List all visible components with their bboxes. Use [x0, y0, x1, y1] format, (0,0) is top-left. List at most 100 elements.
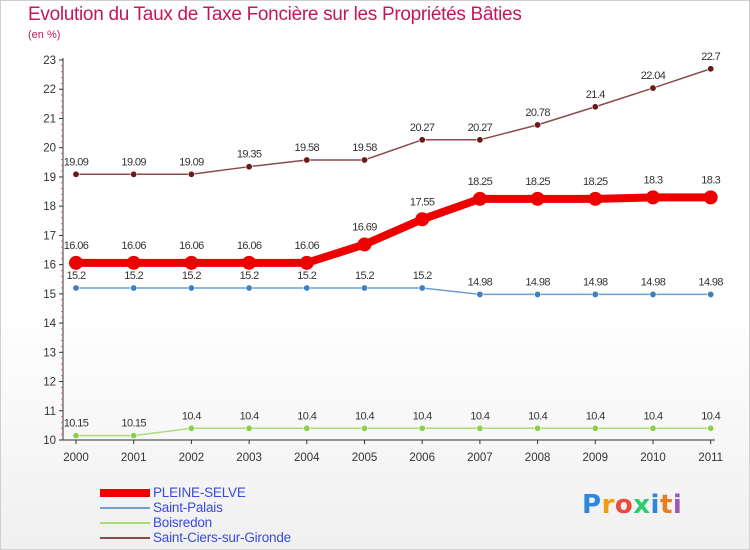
- series-line-saint-palais: [75, 287, 712, 296]
- data-label: 14.98: [583, 276, 608, 288]
- data-point: [476, 136, 484, 144]
- x-tick-label: 2001: [121, 452, 147, 464]
- legend-item: Saint-Palais: [100, 500, 360, 516]
- data-point: [707, 424, 715, 432]
- data-label: 18.25: [468, 176, 493, 188]
- legend: PLEINE-SELVE Saint-Palais Boisredon Saint-C…: [100, 485, 360, 546]
- data-label: 19.58: [295, 142, 320, 154]
- data-point: [130, 432, 138, 440]
- logo-letter: P: [582, 490, 602, 520]
- legend-label: Saint-Palais: [153, 500, 223, 515]
- x-tick-label: 2007: [467, 452, 493, 464]
- data-point: [703, 190, 718, 205]
- data-label: 16.06: [179, 240, 204, 252]
- y-tick-label: 11: [44, 406, 56, 418]
- legend-swatch: [100, 507, 150, 509]
- y-tick-label: 16: [43, 260, 56, 272]
- data-point: [184, 255, 199, 270]
- legend-swatch: [100, 522, 150, 524]
- data-point: [357, 237, 372, 252]
- data-point: [303, 156, 311, 164]
- data-point: [534, 121, 542, 129]
- data-label: 10.4: [643, 410, 662, 422]
- logo-letter: i: [650, 490, 660, 520]
- data-label: 14.98: [698, 276, 723, 288]
- data-point: [360, 156, 368, 164]
- legend-swatch: [100, 537, 150, 539]
- legend-item: Boisredon: [100, 515, 360, 531]
- y-tick-label: 15: [43, 289, 56, 301]
- x-tick-label: 2006: [409, 452, 435, 464]
- data-point: [588, 191, 603, 206]
- data-label: 10.4: [297, 410, 316, 422]
- data-point: [649, 290, 657, 298]
- data-label: 16.06: [121, 240, 146, 252]
- data-label: 15.2: [413, 270, 432, 282]
- axes: 10 11 12 13 14 15 16 17 18 19 20 21 22 23 2000 2001 2002…: [43, 55, 723, 464]
- data-label: 19.35: [237, 149, 262, 161]
- data-point: [476, 424, 484, 432]
- series-layer: [69, 65, 718, 440]
- logo-letter: o: [614, 490, 634, 520]
- data-point: [591, 103, 599, 111]
- data-label: 15.2: [355, 270, 374, 282]
- data-label: 16.69: [352, 221, 377, 233]
- data-point: [649, 84, 657, 92]
- legend-item: PLEINE-SELVE: [100, 485, 360, 501]
- y-tick-label: 18: [43, 201, 56, 213]
- data-label: 22.7: [701, 51, 720, 63]
- data-point: [591, 424, 599, 432]
- legend-label: Saint-Ciers-sur-Gironde: [153, 530, 291, 545]
- data-label: 15.2: [240, 270, 259, 282]
- data-point: [303, 284, 311, 292]
- data-label: 22.04: [641, 70, 666, 82]
- x-tick-label: 2011: [698, 452, 723, 464]
- data-label: 20.78: [525, 107, 550, 119]
- legend-item: Saint-Ciers-sur-Gironde: [100, 530, 360, 546]
- data-label: 10.15: [64, 418, 89, 430]
- data-label: 19.09: [179, 156, 204, 168]
- data-label: 20.27: [468, 122, 493, 134]
- y-axis-unit: (en %): [28, 29, 61, 41]
- data-label: 18.3: [643, 174, 662, 186]
- x-tick-label: 2010: [640, 452, 666, 464]
- series-line-boisredon: [75, 427, 712, 437]
- data-point: [476, 290, 484, 298]
- proxiti-logo: Proxiti: [582, 490, 682, 520]
- data-label: 18.3: [701, 174, 720, 186]
- data-point: [187, 170, 195, 178]
- data-point: [707, 65, 715, 73]
- y-tick-label: 21: [43, 113, 56, 125]
- data-label: 10.4: [240, 410, 259, 422]
- data-label: 14.98: [641, 276, 666, 288]
- data-point: [187, 424, 195, 432]
- data-labels-layer: 16.06 16.06 16.06 16.06 16.06 16.69 17.55 18.25…: [64, 51, 724, 430]
- data-point: [418, 424, 426, 432]
- data-point: [69, 255, 83, 270]
- x-tick-label: 2002: [179, 452, 205, 464]
- y-tick-label: 22: [43, 84, 56, 96]
- data-point: [472, 191, 487, 206]
- data-point: [649, 424, 657, 432]
- data-point: [130, 170, 138, 178]
- data-label: 16.06: [295, 240, 320, 252]
- data-label: 16.06: [64, 240, 89, 252]
- data-point: [72, 432, 80, 440]
- logo-letter: r: [601, 490, 615, 520]
- series-line-pleine-selve: [72, 193, 715, 267]
- data-point: [187, 284, 195, 292]
- data-point: [591, 290, 599, 298]
- y-tick-label: 13: [43, 347, 56, 359]
- data-label: 10.4: [701, 410, 720, 422]
- data-label: 17.55: [410, 196, 435, 208]
- data-point: [415, 212, 430, 227]
- y-tick-label: 14: [43, 318, 56, 330]
- data-point: [534, 424, 542, 432]
- data-label: 19.58: [352, 142, 377, 154]
- y-tick-label: 17: [43, 230, 56, 242]
- data-point: [360, 424, 368, 432]
- x-tick-label: 2000: [63, 452, 89, 464]
- logo-letter: i: [672, 490, 683, 520]
- x-tick-label: 2005: [352, 452, 378, 464]
- data-point: [72, 284, 80, 292]
